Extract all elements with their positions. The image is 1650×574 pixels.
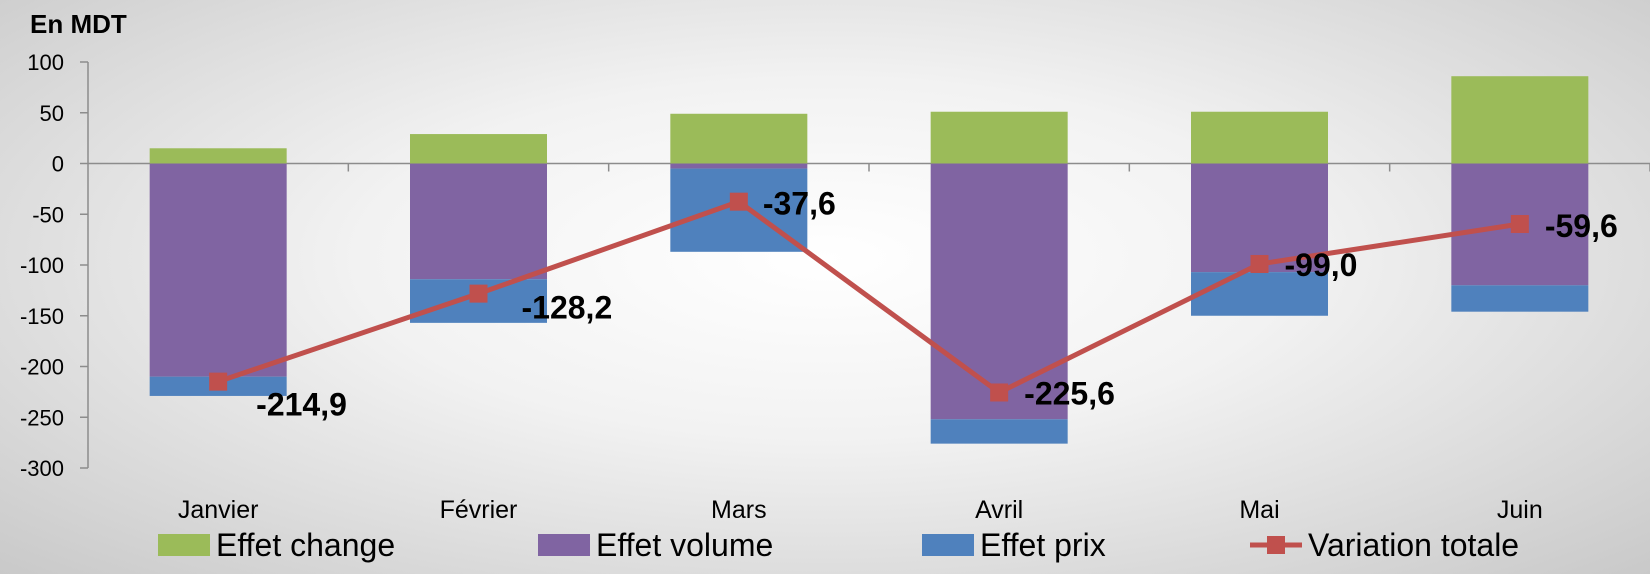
legend-label: Effet volume bbox=[596, 527, 773, 563]
bar-effet-change bbox=[149, 148, 287, 164]
data-label: -99,0 bbox=[1285, 247, 1358, 283]
x-category-label: Mars bbox=[711, 496, 767, 524]
legend-swatch bbox=[158, 534, 210, 556]
line-marker bbox=[990, 383, 1009, 402]
bar-effet-prix bbox=[930, 419, 1068, 444]
y-axis: 100 50 0 -50 -100 -150 -200 -250 -300 bbox=[20, 50, 89, 481]
bar-effet-change bbox=[930, 111, 1068, 164]
bars bbox=[149, 76, 1589, 444]
y-tick-label: -150 bbox=[20, 304, 64, 329]
x-category-label: Janvier bbox=[178, 496, 259, 524]
line-marker bbox=[729, 192, 748, 211]
total-variation-line bbox=[209, 192, 1529, 402]
bar-effet-volume bbox=[1191, 163, 1328, 273]
bar-effet-volume bbox=[930, 163, 1068, 420]
y-tick-label: -100 bbox=[20, 253, 64, 278]
x-category-label: Février bbox=[440, 496, 518, 524]
y-tick-label: 100 bbox=[27, 50, 64, 75]
bar-effet-change bbox=[1451, 76, 1589, 164]
data-labels: -214,9 -128,2 -37,6 -225,6 -99,0 -59,6 bbox=[256, 186, 1618, 423]
legend-label: Variation totale bbox=[1308, 527, 1519, 563]
bar-effet-change bbox=[670, 113, 808, 164]
y-unit-label: En MDT bbox=[30, 9, 127, 39]
line-marker bbox=[1510, 214, 1529, 233]
bar-effet-change bbox=[1191, 111, 1328, 164]
x-category-label: Juin bbox=[1497, 496, 1543, 524]
line-marker bbox=[209, 372, 228, 391]
data-label: -37,6 bbox=[763, 186, 836, 222]
line-marker bbox=[469, 284, 488, 303]
y-tick-label: -250 bbox=[20, 405, 64, 430]
bar-effet-volume bbox=[670, 163, 808, 169]
legend-label: Effet change bbox=[216, 527, 395, 563]
legend-swatch-marker bbox=[1267, 536, 1285, 554]
line-variation-totale bbox=[217, 199, 1521, 395]
legend-swatch bbox=[538, 534, 590, 556]
bar-effet-volume bbox=[149, 163, 287, 377]
data-label: -59,6 bbox=[1545, 208, 1618, 244]
data-label: -214,9 bbox=[256, 387, 347, 423]
y-tick-label: -200 bbox=[20, 355, 64, 380]
y-tick-label: 0 bbox=[52, 152, 64, 177]
legend-swatch bbox=[922, 534, 974, 556]
bar-effet-prix bbox=[1451, 285, 1589, 312]
y-tick-label: 50 bbox=[40, 101, 64, 126]
x-category-label: Avril bbox=[975, 496, 1023, 524]
y-tick-label: -300 bbox=[20, 456, 64, 481]
bar-effet-prix bbox=[1191, 272, 1328, 316]
y-tick-label: -50 bbox=[32, 202, 64, 227]
legend: Effet change Effet volume Effet prix Variat… bbox=[158, 527, 1519, 563]
data-label: -225,6 bbox=[1024, 375, 1115, 411]
bar-effet-change bbox=[410, 134, 547, 164]
legend-label: Effet prix bbox=[980, 527, 1106, 563]
bar-effet-volume bbox=[410, 163, 547, 280]
x-axis: Janvier Février Mars Avril Mai Juin bbox=[88, 162, 1650, 524]
x-category-label: Mai bbox=[1239, 496, 1279, 524]
data-label: -128,2 bbox=[522, 290, 613, 326]
line-marker bbox=[1250, 254, 1269, 273]
